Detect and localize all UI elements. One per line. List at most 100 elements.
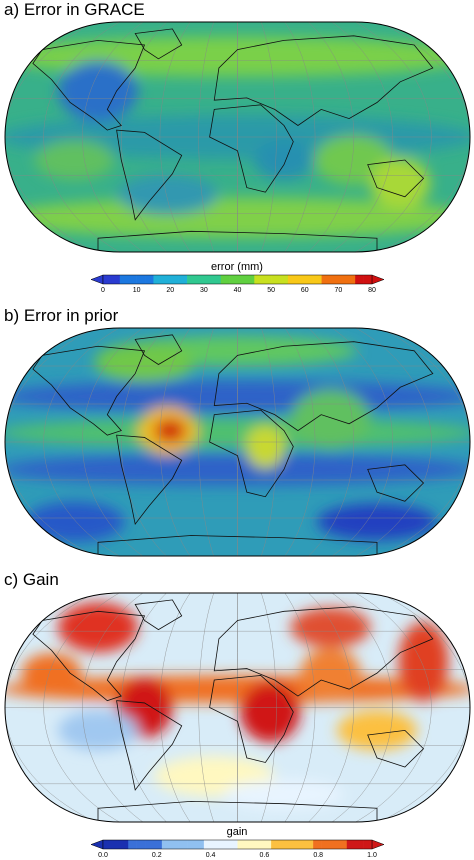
colorbar-swatch xyxy=(287,275,297,284)
field-blob xyxy=(290,389,371,450)
colorbar-swatch xyxy=(329,840,339,849)
colorbar-tick-label: 1.0 xyxy=(367,852,377,859)
coastline xyxy=(134,599,183,631)
colorbar: 0.0 0.2 0.4 0.6 0.8 1.0 xyxy=(90,839,385,859)
meridian xyxy=(43,328,432,556)
coastline xyxy=(209,409,294,498)
field-blob xyxy=(154,418,187,443)
colorbar-swatch xyxy=(178,840,188,849)
colorbar-swatch xyxy=(170,840,179,849)
field-blobs xyxy=(5,36,470,238)
coastline xyxy=(97,800,378,822)
colorbar-swatch xyxy=(103,275,112,284)
colorbar-swatch xyxy=(321,275,331,284)
colorbar-swatch xyxy=(220,275,230,284)
colorbar-swatch xyxy=(170,275,179,284)
field-blob xyxy=(290,607,371,648)
meridian xyxy=(82,328,393,556)
coastline xyxy=(213,606,434,697)
colorbar-swatch xyxy=(161,275,171,284)
field-blob xyxy=(5,380,470,413)
colorbar-tick-label: 30 xyxy=(200,287,208,294)
panel-title: b) Error in prior xyxy=(4,306,119,325)
colorbar-swatch xyxy=(245,840,255,849)
colorbar-swatch xyxy=(313,275,322,284)
meridian xyxy=(120,593,355,822)
coastline xyxy=(367,729,425,768)
coastline xyxy=(367,464,425,502)
colorbar-swatch xyxy=(103,840,112,849)
field-blob xyxy=(94,342,195,383)
colorbar-swatch xyxy=(321,840,331,849)
coastline xyxy=(32,610,146,702)
colorbar-swatch xyxy=(262,275,272,284)
panel-title: a) Error in GRACE xyxy=(4,0,145,19)
colorbar-swatch xyxy=(136,275,146,284)
coastline xyxy=(116,700,183,791)
colorbar-swatch xyxy=(111,275,121,284)
field-blob xyxy=(337,710,417,751)
coastline xyxy=(97,230,378,252)
meridian xyxy=(198,22,277,252)
colorbar-swatch xyxy=(279,840,289,849)
colorbar-swatch xyxy=(271,840,280,849)
field-blob xyxy=(245,424,286,469)
colorbar: 0 10 20 30 40 50 60 70 80 xyxy=(90,274,385,294)
colorbar-swatch xyxy=(271,275,280,284)
colorbar-swatch xyxy=(119,275,129,284)
field-blob xyxy=(21,653,82,694)
coastline xyxy=(116,434,183,526)
colorbar-swatch xyxy=(119,840,129,849)
map-border xyxy=(4,327,471,557)
map-border xyxy=(4,21,471,253)
colorbar-tick-label: 80 xyxy=(368,287,376,294)
colorbar-tick-label: 0.2 xyxy=(152,852,162,859)
field-blob xyxy=(398,621,449,702)
colorbar-tick-label: 0.0 xyxy=(98,852,108,859)
colorbar-end xyxy=(371,839,385,850)
coastline xyxy=(209,104,294,193)
colorbar-swatch xyxy=(313,840,322,849)
meridian xyxy=(198,328,277,556)
colorbar-swatch xyxy=(212,840,221,849)
colorbar-swatch xyxy=(262,840,272,849)
field-blob xyxy=(117,174,218,215)
colorbar-swatch xyxy=(346,840,356,849)
coastline xyxy=(213,35,434,126)
colorbar-frame xyxy=(102,839,373,850)
meridian xyxy=(159,328,316,556)
colorbar-tick-label: 70 xyxy=(334,287,342,294)
colorbar-swatch xyxy=(136,840,146,849)
coastline xyxy=(134,334,183,365)
colorbar-swatch xyxy=(187,840,196,849)
colorbar-tick-label: 0.6 xyxy=(260,852,270,859)
colorbar-swatch xyxy=(296,840,306,849)
coastline xyxy=(367,159,425,198)
coastline xyxy=(116,129,183,221)
field-blob xyxy=(58,710,138,751)
colorbar-swatch xyxy=(229,840,238,849)
coastline xyxy=(134,28,183,60)
colorbar-label: gain xyxy=(227,826,248,838)
meridian xyxy=(82,593,393,822)
colorbar-end xyxy=(90,839,104,850)
colorbar-tick-label: 50 xyxy=(267,287,275,294)
meridian xyxy=(82,22,393,252)
field-blob xyxy=(58,61,138,121)
field-blob xyxy=(5,453,470,486)
colorbar-swatch xyxy=(161,840,171,849)
colorbar-tick-label: 60 xyxy=(301,287,309,294)
colorbar-swatch xyxy=(153,840,163,849)
map xyxy=(5,22,470,252)
meridian xyxy=(120,22,355,252)
colorbar-swatch xyxy=(145,840,154,849)
colorbar-swatch xyxy=(195,840,205,849)
colorbar-swatch xyxy=(355,840,364,849)
colorbar-swatch xyxy=(128,840,137,849)
coastline xyxy=(32,345,146,436)
field-blob xyxy=(34,140,115,180)
panel-title: c) Gain xyxy=(4,570,59,589)
colorbar-frame xyxy=(102,274,373,285)
colorbar-swatch xyxy=(220,840,230,849)
colorbar-tick-label: 20 xyxy=(166,287,174,294)
